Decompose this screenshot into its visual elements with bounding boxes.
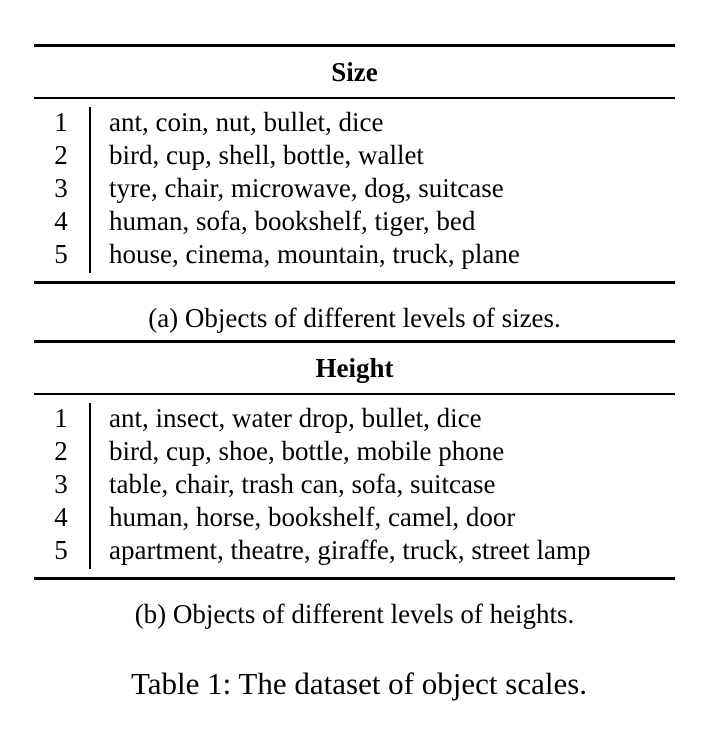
object-list: human, horse, bookshelf, camel, door: [109, 502, 516, 532]
size-top-rule: [34, 44, 675, 47]
level-number: 2: [54, 140, 68, 170]
table-row: 4 human, sofa, bookshelf, tiger, bed: [34, 205, 675, 238]
size-column-separator: [89, 107, 91, 273]
level-number: 5: [54, 535, 68, 565]
object-list: ant, coin, nut, bullet, dice: [109, 107, 384, 137]
table-caption: Table 1: The dataset of object scales.: [130, 666, 588, 701]
object-list: human, sofa, bookshelf, tiger, bed: [109, 206, 476, 236]
object-list: apartment, theatre, giraffe, truck, stre…: [109, 535, 591, 565]
size-header-rule: [34, 97, 675, 99]
height-header: Height: [315, 353, 394, 383]
height-subcaption: (b) Objects of different levels of heigh…: [134, 599, 575, 629]
level-number: 3: [54, 469, 68, 499]
object-list: table, chair, trash can, sofa, suitcase: [109, 469, 496, 499]
level-number: 1: [54, 107, 68, 137]
table-row: 1 ant, coin, nut, bullet, dice: [34, 106, 675, 139]
height-header-rule: [34, 393, 675, 395]
table-row: 2 bird, cup, shell, bottle, wallet: [34, 139, 675, 172]
level-number: 5: [54, 239, 68, 269]
object-list: bird, cup, shoe, bottle, mobile phone: [109, 436, 505, 466]
object-list: ant, insect, water drop, bullet, dice: [109, 403, 482, 433]
level-number: 3: [54, 173, 68, 203]
level-number: 1: [54, 403, 68, 433]
size-subcaption: (a) Objects of different levels of sizes…: [148, 303, 561, 333]
table-row: 5 apartment, theatre, giraffe, truck, st…: [34, 534, 675, 567]
table-row: 3 tyre, chair, microwave, dog, suitcase: [34, 172, 675, 205]
table-row: 3 table, chair, trash can, sofa, suitcas…: [34, 468, 675, 501]
level-number: 2: [54, 436, 68, 466]
height-column-separator: [89, 403, 91, 569]
size-rows: 1 ant, coin, nut, bullet, dice 2 bird, c…: [34, 106, 675, 271]
table-row: 1 ant, insect, water drop, bullet, dice: [34, 402, 675, 435]
height-bottom-rule: [34, 577, 675, 580]
size-bottom-rule: [34, 281, 675, 284]
object-list: house, cinema, mountain, truck, plane: [109, 239, 520, 269]
size-header: Size: [331, 57, 378, 87]
height-rows: 1 ant, insect, water drop, bullet, dice …: [34, 402, 675, 567]
table-row: 2 bird, cup, shoe, bottle, mobile phone: [34, 435, 675, 468]
level-number: 4: [54, 502, 68, 532]
object-list: tyre, chair, microwave, dog, suitcase: [109, 173, 504, 203]
table-row: 4 human, horse, bookshelf, camel, door: [34, 501, 675, 534]
table-row: 5 house, cinema, mountain, truck, plane: [34, 238, 675, 271]
level-number: 4: [54, 206, 68, 236]
height-top-rule: [34, 340, 675, 343]
object-list: bird, cup, shell, bottle, wallet: [109, 140, 424, 170]
